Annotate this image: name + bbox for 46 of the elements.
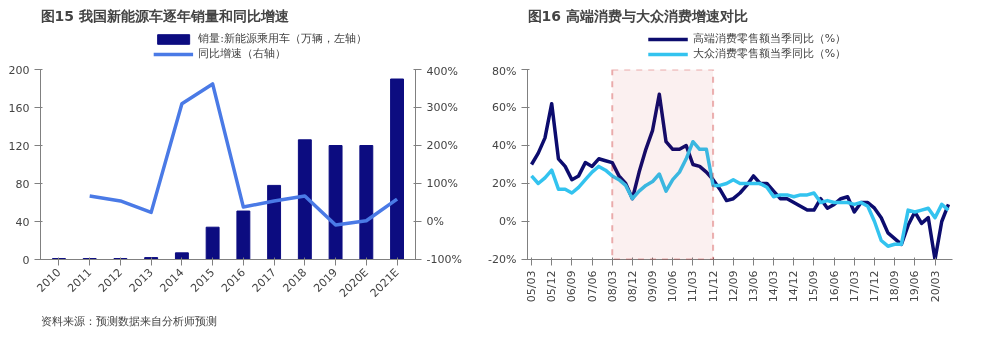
x-tick-label: 18/09: [888, 270, 902, 303]
x-tick-label: 15/09: [807, 270, 821, 303]
y-tick-label: 120: [8, 139, 30, 153]
y-tick-label: 80: [15, 177, 30, 191]
x-tick-label: 06/09: [565, 270, 579, 303]
legend-label: 销量:新能源乘用车（万辆，左轴）: [198, 31, 367, 46]
x-tick-label: 19/06: [908, 270, 922, 303]
x-tick-label: 14/12: [787, 270, 801, 303]
y2-tick-label: -100%: [426, 253, 462, 266]
legend-label: 同比增速（右轴）: [198, 46, 287, 61]
y2-tick-label: 0%: [426, 215, 444, 228]
x-tick-label: 11/12: [706, 270, 720, 303]
y2-tick-label: 200%: [426, 139, 458, 152]
y-tick-label: 60%: [492, 101, 517, 114]
y2-tick-label: 100%: [426, 177, 458, 190]
y-tick-label: 40: [15, 215, 30, 229]
x-tick-label: 17/03: [847, 270, 861, 303]
x-tick-label: 17/12: [867, 270, 881, 303]
y-tick-label: 160: [8, 101, 30, 115]
y-tick-label: 80%: [492, 64, 517, 78]
x-tick-label: 20/03: [928, 270, 942, 303]
y-tick-label: 40%: [492, 139, 517, 152]
legend-label: 高端消费零售额当季同比（%）: [692, 31, 847, 46]
x-tick-label: 16/06: [827, 270, 841, 303]
x-tick-label: 07/06: [585, 270, 599, 303]
x-tick-label: 09/09: [646, 270, 660, 303]
x-tick-label: 13/06: [746, 270, 760, 303]
chart-title: 图15 我国新能源车逐年销量和同比增速: [40, 7, 290, 24]
x-tick-label: 10/06: [666, 270, 680, 303]
legend-label: 大众消费零售额当季同比（%）: [692, 46, 847, 61]
x-tick-label: 12/09: [726, 270, 740, 303]
x-tick-label: 05/12: [545, 270, 559, 303]
y-tick-label: 200: [8, 63, 30, 77]
chart-title: 图16 高端消费与大众消费增速对比: [527, 7, 748, 24]
y-tick-label: 0%: [499, 215, 517, 228]
y-tick-label: -20%: [488, 253, 517, 266]
y-tick-label: 20%: [492, 177, 517, 190]
x-tick-label: 11/03: [686, 270, 700, 303]
text: 资料来源：预测数据来自分析师预测: [40, 314, 217, 328]
y2-tick-label: 300%: [426, 101, 458, 114]
y-tick-label: 0: [22, 253, 30, 267]
x-tick-label: 08/03: [605, 270, 619, 303]
y2-tick-label: 400%: [426, 64, 458, 78]
x-tick-label: 08/12: [625, 270, 639, 303]
x-tick-label: 14/03: [767, 270, 781, 303]
x-tick-label: 05/03: [525, 270, 539, 303]
